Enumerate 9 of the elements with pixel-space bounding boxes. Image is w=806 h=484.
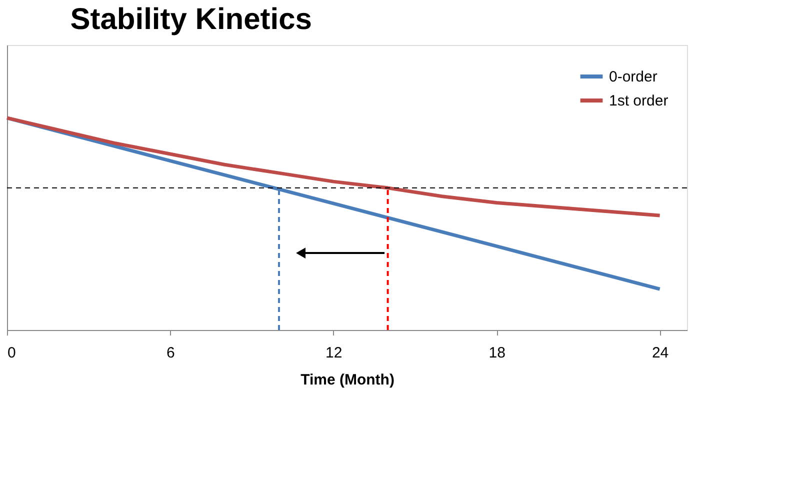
- chart-title: Stability Kinetics: [70, 3, 312, 36]
- x-axis-title: Time (Month): [300, 372, 394, 388]
- legend-label: 1st order: [609, 92, 668, 110]
- x-tick-label: 12: [326, 344, 342, 362]
- x-tick-label: 24: [652, 344, 669, 362]
- legend-label: 0-order: [609, 68, 658, 86]
- x-tick-label: 6: [166, 344, 175, 362]
- x-tick-label: 0: [8, 344, 16, 362]
- x-tick-label: 18: [488, 344, 506, 362]
